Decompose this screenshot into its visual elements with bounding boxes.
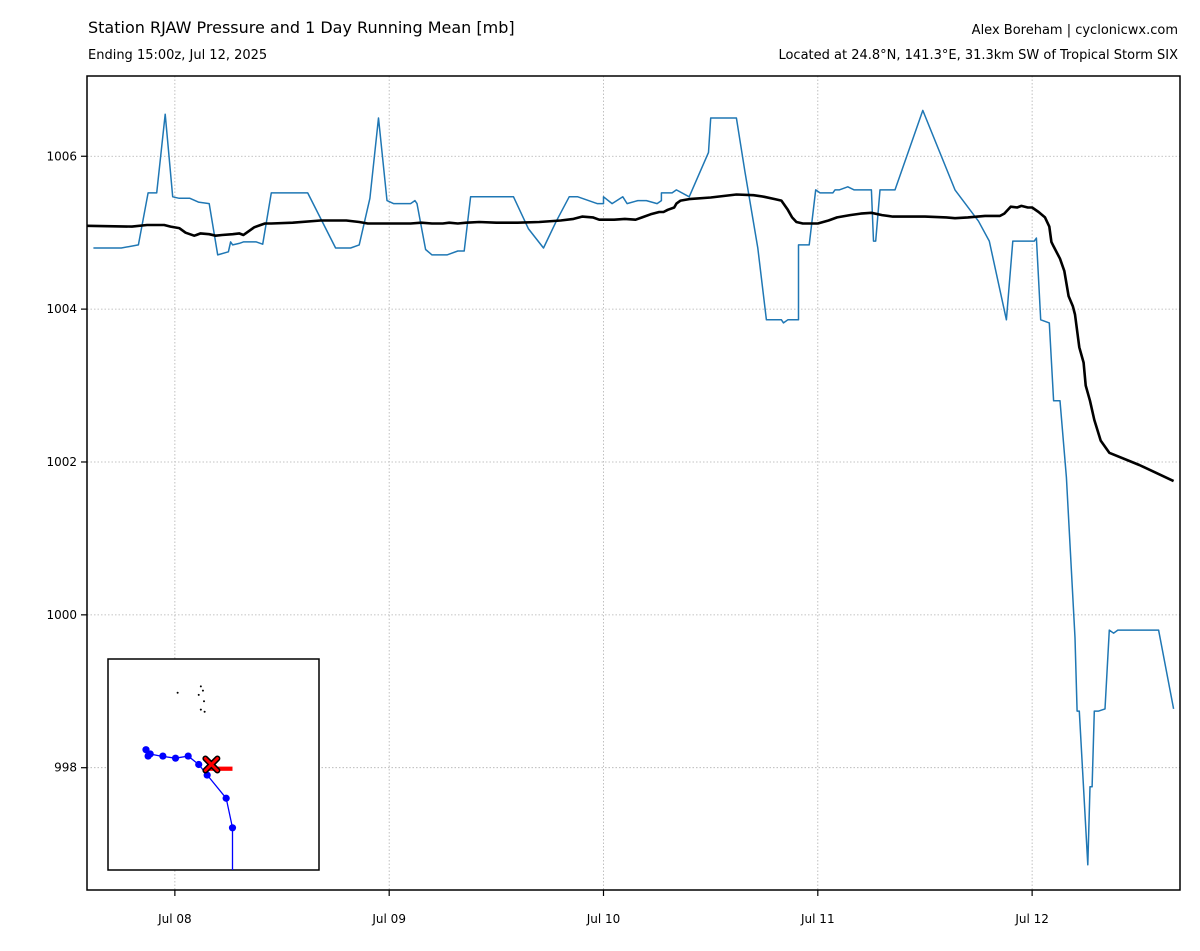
island-dot bbox=[176, 691, 179, 694]
y-tick-label: 1002 bbox=[46, 455, 77, 469]
track-point bbox=[142, 746, 150, 754]
plot-frame bbox=[86, 75, 1181, 891]
track-point bbox=[195, 760, 203, 769]
y-tick-label: 1004 bbox=[46, 302, 77, 316]
inset-map bbox=[107, 658, 320, 871]
island-dot bbox=[201, 689, 204, 692]
x-tick-label: Jul 08 bbox=[157, 912, 192, 926]
x-tick-label: Jul 12 bbox=[1014, 912, 1049, 926]
x-tick-label: Jul 11 bbox=[800, 912, 835, 926]
y-tick-label: 998 bbox=[54, 761, 77, 775]
track-point bbox=[222, 794, 230, 802]
wind-barb bbox=[207, 766, 233, 771]
axis-ticks: Jul 08 Jul 09 Jul 10 Jul 11 Jul 12 998 1000 100… bbox=[46, 149, 1048, 926]
island-dot bbox=[197, 693, 200, 696]
track-point bbox=[159, 752, 167, 760]
y-tick-label: 1006 bbox=[46, 149, 77, 163]
running_mean-line bbox=[86, 193, 1175, 483]
author-credit: Alex Boreham | cyclonicwx.com bbox=[971, 23, 1178, 38]
island-dot bbox=[203, 700, 206, 703]
station-location: Located at 24.8°N, 141.3°E, 31.3km SW of… bbox=[778, 48, 1178, 63]
chart-title: Station RJAW Pressure and 1 Day Running … bbox=[88, 18, 515, 37]
track-point bbox=[144, 752, 152, 760]
chart-subtitle: Ending 15:00z, Jul 12, 2025 bbox=[88, 48, 268, 63]
island-dot bbox=[199, 685, 202, 688]
series bbox=[86, 109, 1175, 866]
track-point bbox=[228, 824, 237, 832]
observed-line bbox=[93, 109, 1175, 866]
island-dot bbox=[203, 710, 206, 713]
track-point bbox=[184, 752, 192, 760]
x-tick-label: Jul 09 bbox=[371, 912, 406, 926]
station-marker bbox=[203, 757, 219, 772]
track-point bbox=[171, 754, 180, 762]
x-tick-label: Jul 10 bbox=[586, 912, 621, 926]
island-dot bbox=[199, 708, 202, 711]
y-tick-label: 1000 bbox=[46, 608, 77, 622]
